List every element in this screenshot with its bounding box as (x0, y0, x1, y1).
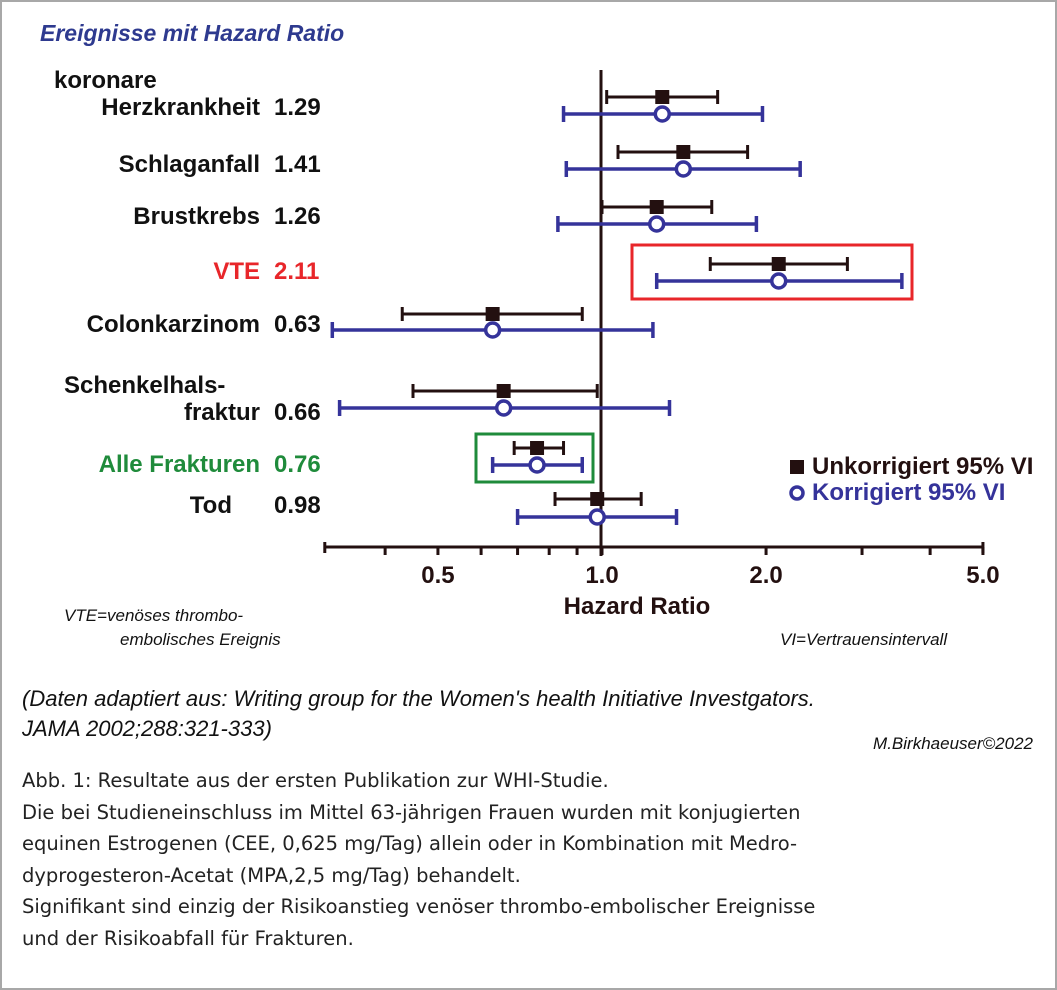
row-label: VTE (213, 258, 260, 285)
row-hr-value: 1.26 (274, 203, 321, 230)
source-line2: JAMA 2002;288:321-333) (22, 716, 272, 741)
legend-square-icon (790, 460, 804, 474)
x-tick-label: 1.0 (585, 562, 618, 589)
fractures-highlight-box (474, 432, 595, 484)
figure-caption: Abb. 1: Resultate aus der ersten Publika… (22, 765, 815, 954)
row-label: fraktur (184, 399, 260, 426)
adjusted-point (528, 456, 546, 474)
legend-circle-icon (789, 485, 805, 501)
unadjusted-point (655, 90, 670, 104)
legend-adjusted: Korrigiert 95% VI (812, 479, 1005, 506)
row-label: Schlaganfall (119, 151, 260, 178)
unadjusted-point (649, 200, 664, 214)
legend-unadjusted: Unkorrigiert 95% VI (812, 453, 1033, 480)
adjusted-point (588, 508, 606, 526)
row-label: koronare (54, 67, 157, 94)
unadjusted-point (496, 384, 511, 398)
vte-note-line1: VTE=venöses thrombo- (64, 606, 244, 625)
x-tick-label: 2.0 (749, 562, 782, 589)
unadjusted-point (676, 145, 691, 159)
vi-note: VI=Vertrauensintervall (780, 630, 948, 649)
row-hr-value: 2.11 (274, 258, 319, 285)
x-tick-label: 0.5 (421, 562, 454, 589)
forest-plot: 0.5 1.0 2.0 5.0 Hazard Ratio koronareHerzkran… (54, 67, 1033, 620)
caption-line: Die bei Studieneinschluss im Mittel 63-j… (22, 800, 801, 824)
unadjusted-point (485, 307, 500, 321)
row-hr-value: 1.41 (274, 151, 321, 178)
row-hr-value: 1.29 (274, 94, 321, 121)
adjusted-point (494, 399, 513, 417)
unadjusted-point (590, 492, 605, 506)
x-axis-label: Hazard Ratio (564, 593, 711, 620)
adjusted-point (674, 160, 693, 178)
caption-line: Abb. 1: Resultate aus der ersten Publika… (22, 769, 609, 792)
x-tick-label: 5.0 (966, 562, 999, 589)
row-hr-value: 0.66 (274, 399, 321, 426)
unadjusted-point (530, 441, 545, 455)
author-credit: M.Birkhaeuser©2022 (873, 734, 1033, 753)
row-label: Schenkelhals- (64, 372, 225, 399)
row-hr-value: 0.76 (274, 451, 321, 478)
caption-line: dyprogesteron-Acetat (MPA,2,5 mg/Tag) be… (22, 863, 521, 887)
adjusted-point (653, 105, 672, 123)
caption-line: Signifikant sind einzig der Risikoanstie… (22, 895, 816, 918)
caption-line: equinen Estrogenen (CEE, 0,625 mg/Tag) a… (22, 832, 798, 855)
vte-note-line2: embolisches Ereignis (120, 630, 281, 649)
row-label: Colonkarzinom (87, 311, 260, 338)
adjusted-point (647, 215, 666, 233)
row-label: Alle Frakturen (99, 451, 260, 478)
adjusted-point (769, 272, 788, 290)
row-hr-value: 0.98 (274, 492, 321, 519)
row-label: Tod (190, 492, 232, 519)
vte-highlight-box (630, 243, 914, 301)
row-label: Brustkrebs (133, 203, 260, 230)
row-label: Herzkrankheit (101, 94, 260, 121)
caption-line: und der Risikoabfall für Frakturen. (22, 926, 354, 950)
chart-title: Ereignisse mit Hazard Ratio (40, 20, 345, 46)
source-line1: (Daten adaptiert aus: Writing group for … (22, 686, 815, 711)
unadjusted-point (771, 257, 786, 271)
source-citation: (Daten adaptiert aus: Writing group for … (22, 684, 815, 744)
adjusted-point (483, 321, 502, 339)
row-hr-value: 0.63 (274, 311, 321, 338)
